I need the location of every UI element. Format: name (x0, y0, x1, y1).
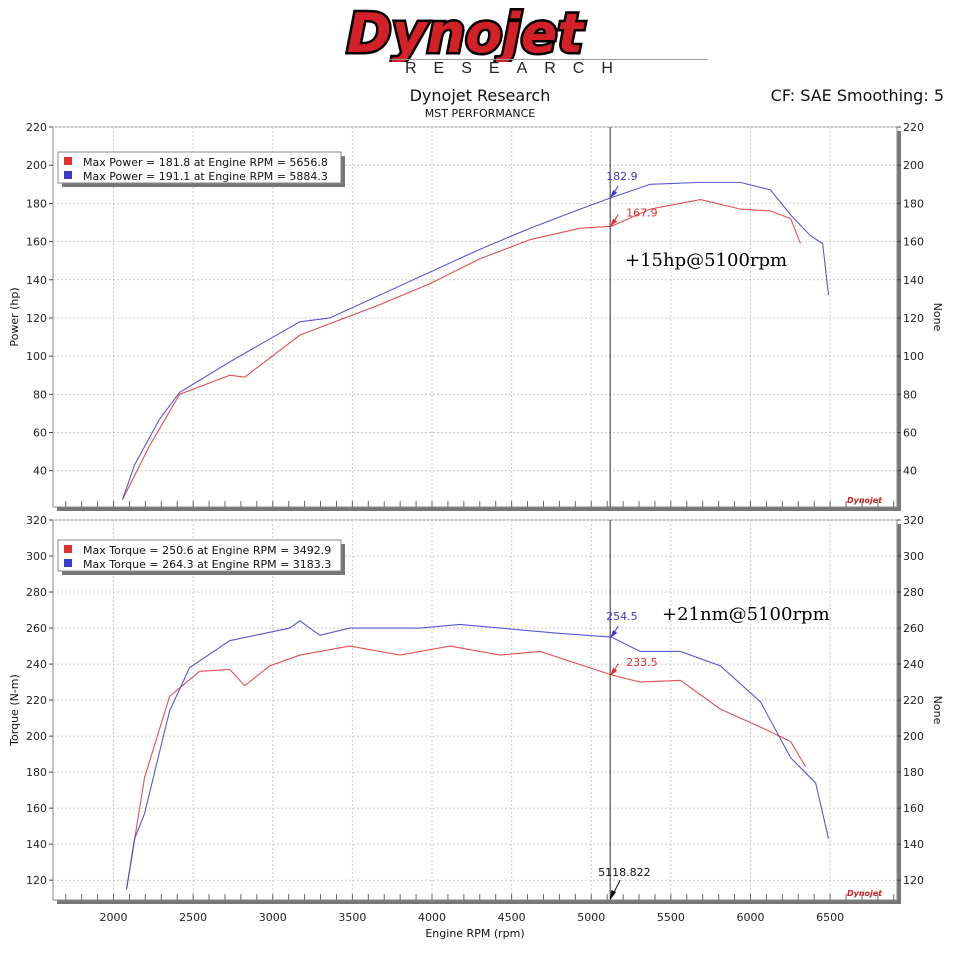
y-tick-label: 220 (26, 694, 47, 707)
legend-swatch-1 (64, 559, 72, 567)
y-tick-label-right: 120 (903, 312, 924, 325)
y-tick-label: 180 (26, 766, 47, 779)
y-tick-label: 320 (26, 514, 47, 527)
correction-factor: CF: SAE Smoothing: 5 (770, 86, 944, 105)
gain-annotation: +21nm@5100rpm (662, 604, 830, 625)
legend-swatch-0 (64, 157, 72, 165)
cursor-arrowhead (610, 667, 618, 676)
x-tick-label: 4000 (418, 911, 446, 924)
y-tick-label-right: 100 (903, 350, 924, 363)
x-tick-label: 6500 (816, 911, 844, 924)
y-tick-label: 160 (26, 236, 47, 249)
logo-research: RESEARCH (405, 60, 630, 77)
dynojet-mini-logo: Dynojet (847, 889, 883, 898)
x-tick-label: 3500 (338, 911, 366, 924)
y-tick-label-right: 180 (903, 766, 924, 779)
y-tick-label-right: 140 (903, 838, 924, 851)
cursor-rpm-arrowhead (610, 890, 617, 900)
cursor-value-1: 233.5 (626, 656, 658, 669)
legend-swatch-1 (64, 171, 72, 179)
legend-entry-0: Max Torque = 250.6 at Engine RPM = 3492.… (83, 544, 331, 557)
chart-1: 120 120 140 140 160 160 180 180 200 200 220 220 240 2… (8, 514, 944, 940)
y-tick-label: 200 (26, 159, 47, 172)
y-tick-label-right: 160 (903, 802, 924, 815)
cursor-rpm-label: 5118.822 (598, 866, 651, 879)
y-tick-label: 280 (26, 586, 47, 599)
y-tick-label: 60 (33, 427, 47, 440)
chart-0: 40 40 60 60 80 80 100 100 120 120 140 140 160 160 180 1… (8, 121, 944, 511)
x-tick-label: 5500 (657, 911, 685, 924)
legend-entry-1: Max Power = 191.1 at Engine RPM = 5884.3 (83, 170, 328, 183)
y-axis-label-right: None (931, 303, 944, 332)
cursor-arrowhead (610, 218, 618, 227)
y-axis-label: Power (hp) (8, 287, 21, 346)
y-tick-label: 40 (33, 465, 47, 478)
chart-title: Dynojet Research (409, 86, 551, 105)
y-tick-label-right: 80 (903, 388, 917, 401)
y-tick-label-right: 180 (903, 197, 924, 210)
y-tick-label-right: 200 (903, 730, 924, 743)
cursor-value-0: 182.9 (606, 170, 638, 183)
y-tick-label: 80 (33, 388, 47, 401)
x-tick-label: 4500 (498, 911, 526, 924)
dynojet-logo: Dynojet (344, 2, 588, 62)
y-tick-label: 100 (26, 350, 47, 363)
y-tick-label: 140 (26, 838, 47, 851)
y-tick-label: 200 (26, 730, 47, 743)
y-tick-label-right: 200 (903, 159, 924, 172)
y-tick-label-right: 300 (903, 550, 924, 563)
y-tick-label: 120 (26, 874, 47, 887)
y-tick-label: 140 (26, 274, 47, 287)
y-axis-label: Torque (N-m) (8, 674, 21, 747)
series-0-line (126, 645, 807, 890)
dynojet-mini-logo: Dynojet (847, 496, 883, 505)
logo-rule (390, 59, 708, 60)
cursor-value-1: 167.9 (626, 206, 658, 219)
gain-annotation: +15hp@5100rpm (625, 250, 787, 271)
y-tick-label-right: 120 (903, 874, 924, 887)
legend-entry-0: Max Power = 181.8 at Engine RPM = 5656.8 (83, 156, 328, 169)
series-0-line (122, 199, 802, 500)
y-tick-label: 160 (26, 802, 47, 815)
y-tick-label-right: 60 (903, 427, 917, 440)
cursor-arrowhead (610, 189, 618, 198)
legend-swatch-0 (64, 545, 72, 553)
series-1-line (126, 620, 830, 890)
y-tick-label: 240 (26, 658, 47, 671)
y-tick-label-right: 240 (903, 658, 924, 671)
y-tick-label-right: 220 (903, 694, 924, 707)
y-tick-label-right: 220 (903, 121, 924, 134)
svg-text:Dynojet: Dynojet (347, 2, 586, 62)
x-tick-label: 3000 (259, 911, 287, 924)
y-tick-label: 260 (26, 622, 47, 635)
y-tick-label-right: 160 (903, 236, 924, 249)
series-1-line (122, 181, 830, 500)
chart-subtitle: MST PERFORMANCE (424, 107, 536, 120)
y-axis-label-right: None (931, 696, 944, 725)
y-tick-label-right: 40 (903, 465, 917, 478)
y-tick-label: 300 (26, 550, 47, 563)
cursor-arrowhead (610, 629, 618, 638)
y-tick-label-right: 140 (903, 274, 924, 287)
y-tick-label: 220 (26, 121, 47, 134)
legend-entry-1: Max Torque = 264.3 at Engine RPM = 3183.… (83, 558, 331, 571)
y-tick-label: 180 (26, 197, 47, 210)
x-tick-label: 5000 (577, 911, 605, 924)
x-axis-label: Engine RPM (rpm) (425, 927, 524, 940)
y-tick-label-right: 280 (903, 586, 924, 599)
y-tick-label-right: 320 (903, 514, 924, 527)
y-tick-label-right: 260 (903, 622, 924, 635)
y-tick-label: 120 (26, 312, 47, 325)
cursor-value-0: 254.5 (606, 610, 638, 623)
x-tick-label: 2000 (100, 911, 128, 924)
x-tick-label: 2500 (179, 911, 207, 924)
plot-area (52, 519, 898, 901)
legend (57, 151, 342, 184)
x-tick-label: 6000 (736, 911, 764, 924)
legend (57, 539, 342, 572)
plot-area (52, 126, 898, 508)
